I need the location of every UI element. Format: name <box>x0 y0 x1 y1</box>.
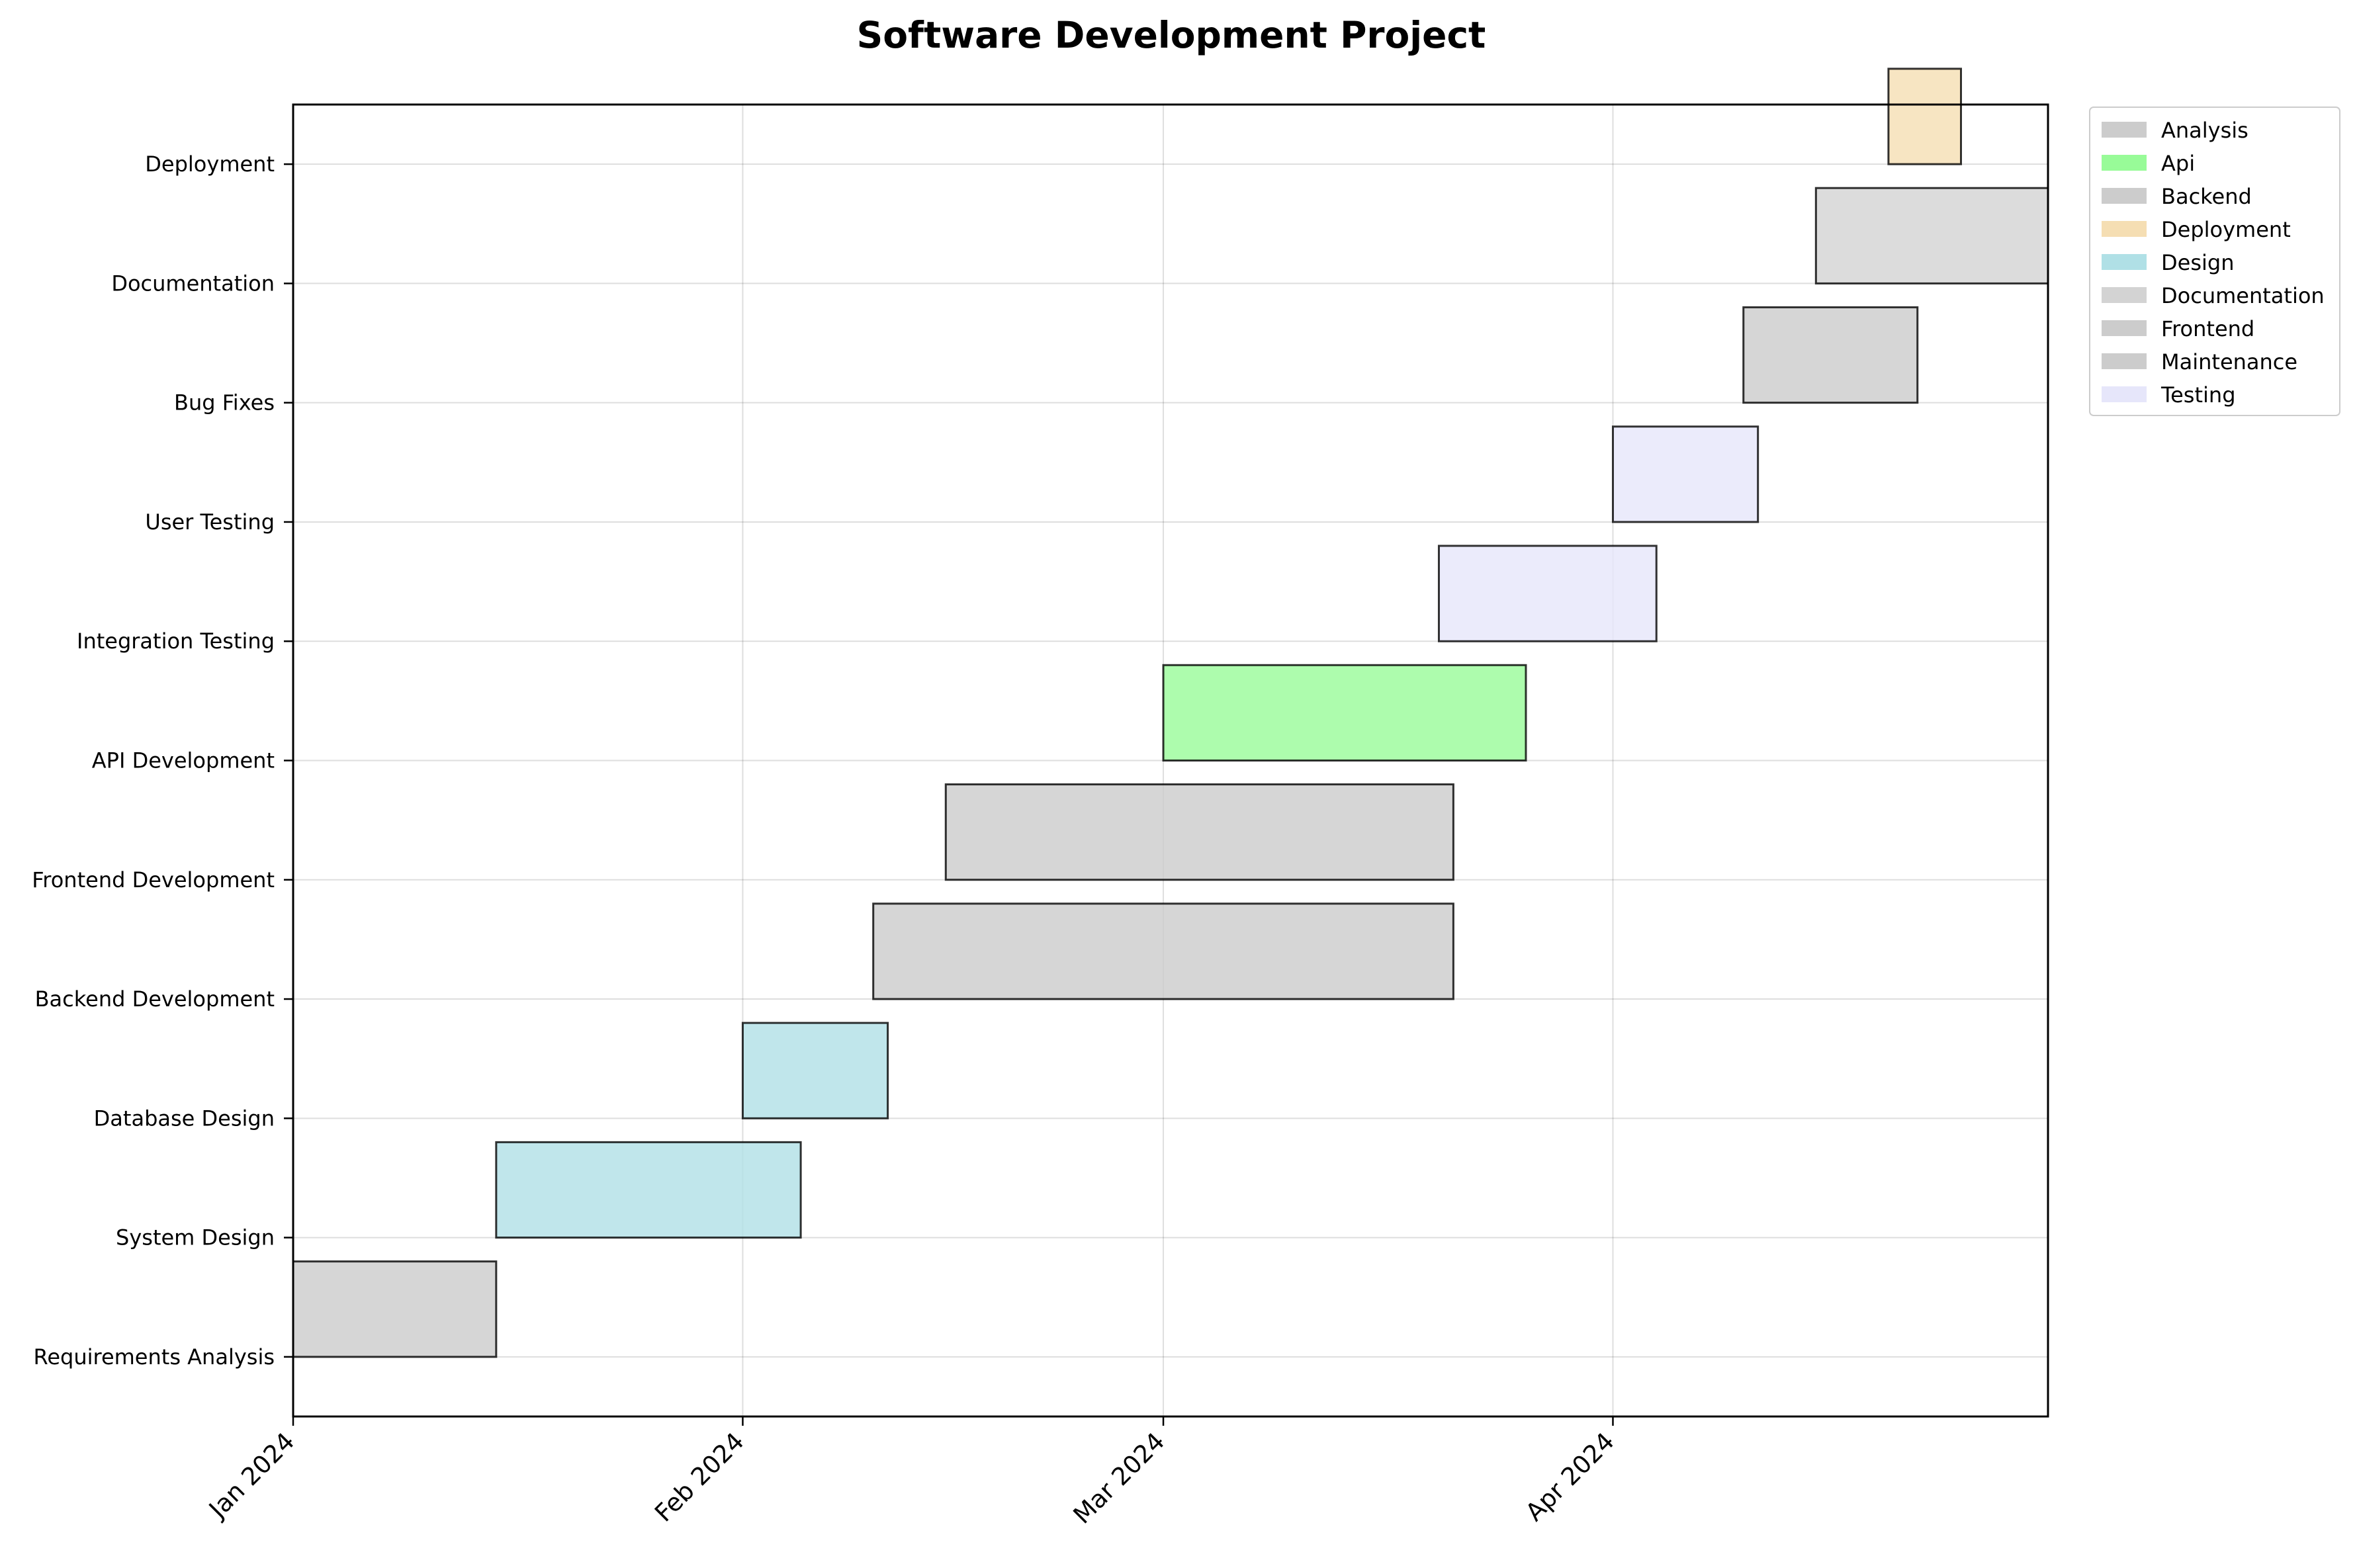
y-tick-label-user-testing: User Testing <box>145 509 275 535</box>
legend-label-frontend: Frontend <box>2161 316 2254 341</box>
legend-swatch-backend <box>2102 188 2147 204</box>
legend: Analysis Api Backend Deployment Design Docume… <box>2089 107 2340 416</box>
task-bars <box>292 67 2049 1358</box>
task-bar-bug-fixes <box>1742 306 1919 404</box>
legend-swatch-documentation <box>2102 287 2147 303</box>
legend-label-design: Design <box>2161 250 2234 275</box>
y-tick-label-api-development: API Development <box>92 748 275 773</box>
task-bar-user-testing <box>1611 425 1759 523</box>
task-bar-integration-testing <box>1437 544 1658 642</box>
y-axis: Requirements Analysis System Design Databa… <box>32 152 293 1370</box>
legend-swatch-maintenance <box>2102 353 2147 369</box>
task-bar-backend-development <box>872 902 1454 1000</box>
y-tick-label-deployment: Deployment <box>145 152 275 177</box>
task-bar-requirements-analysis <box>292 1260 498 1358</box>
y-tick-label-system-design: System Design <box>116 1225 275 1250</box>
task-bar-deployment <box>1887 67 1962 165</box>
task-bar-database-design <box>741 1022 889 1119</box>
y-tick-label-integration-testing: Integration Testing <box>77 629 275 654</box>
legend-label-analysis: Analysis <box>2161 118 2248 143</box>
y-tick-label-backend-development: Backend Development <box>35 986 275 1012</box>
task-bar-documentation <box>1814 187 2049 284</box>
legend-frame <box>2089 107 2340 416</box>
legend-swatch-deployment <box>2102 221 2147 237</box>
y-tick-label-documentation: Documentation <box>111 271 275 296</box>
task-bar-system-design <box>495 1141 802 1239</box>
legend-swatch-design <box>2102 254 2147 270</box>
y-tick-label-frontend-development: Frontend Development <box>32 867 275 893</box>
legend-label-maintenance: Maintenance <box>2161 349 2297 374</box>
task-bar-frontend-development <box>944 783 1454 881</box>
legend-swatch-frontend <box>2102 320 2147 336</box>
task-bar-api-development <box>1162 664 1527 762</box>
legend-label-deployment: Deployment <box>2161 217 2291 242</box>
y-tick-label-bug-fixes: Bug Fixes <box>174 390 275 415</box>
legend-label-documentation: Documentation <box>2161 283 2325 308</box>
legend-label-testing: Testing <box>2160 382 2236 408</box>
y-tick-label-requirements-analysis: Requirements Analysis <box>34 1344 275 1370</box>
chart-title: Software Development Project <box>857 14 1486 56</box>
legend-label-backend: Backend <box>2161 184 2252 209</box>
y-tick-label-database-design: Database Design <box>94 1106 275 1131</box>
legend-swatch-analysis <box>2102 122 2147 138</box>
legend-label-api: Api <box>2161 151 2195 176</box>
legend-swatch-testing <box>2102 386 2147 402</box>
legend-swatch-api <box>2102 155 2147 171</box>
